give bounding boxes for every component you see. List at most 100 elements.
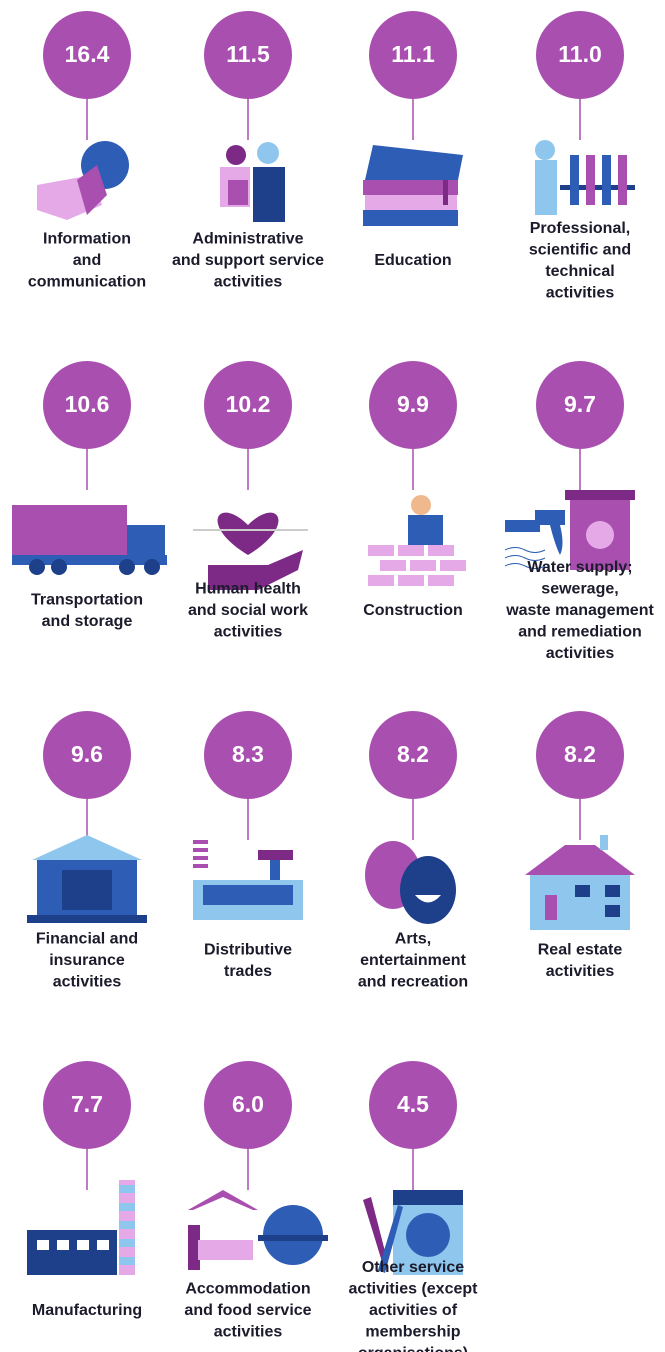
label-line: activities	[546, 645, 615, 662]
label-line: scientific and	[529, 241, 631, 258]
label-line: membership	[365, 1324, 460, 1341]
value: 11.5	[226, 41, 270, 67]
icon-shape	[586, 521, 614, 549]
icon-shape	[545, 895, 557, 920]
icon-shape	[365, 145, 463, 180]
icon-shape	[428, 545, 454, 556]
label-line: activities	[214, 274, 283, 291]
label-line: activities	[214, 1324, 283, 1341]
label-line: and support service	[172, 252, 324, 269]
icon-shape	[27, 1230, 117, 1275]
icon	[27, 1180, 135, 1275]
icon	[193, 513, 308, 590]
icon	[12, 505, 167, 575]
label-line: Professional,	[530, 220, 630, 237]
value: 9.7	[564, 391, 596, 417]
icon-shape	[119, 1257, 135, 1265]
icon-shape	[505, 548, 545, 553]
label-line: Other service	[362, 1259, 464, 1276]
icon-shape	[77, 1240, 89, 1250]
icon-shape	[57, 1240, 69, 1250]
icon-shape	[400, 856, 456, 924]
label-line: Distributive	[204, 941, 292, 958]
icon-shape	[188, 1190, 258, 1210]
label-line: activities of	[369, 1302, 458, 1319]
icon-shape	[119, 1203, 135, 1211]
label-line: activities (except	[349, 1281, 479, 1298]
icon-shape	[406, 1213, 450, 1257]
icon-shape	[618, 155, 627, 205]
label-line: Construction	[363, 602, 463, 619]
label-line: Human health	[195, 581, 301, 598]
value: 8.2	[397, 741, 429, 767]
label-line: Administrative	[192, 231, 303, 248]
icon-shape	[368, 575, 394, 586]
label-line: organisations)	[358, 1345, 468, 1352]
label-line: and social work	[188, 602, 308, 619]
icon-shape	[62, 870, 112, 910]
icon-shape	[37, 1240, 49, 1250]
label-line: Accommodation	[185, 1281, 310, 1298]
value: 6.0	[232, 1091, 264, 1117]
value: 11.0	[558, 41, 602, 67]
icon-shape	[602, 155, 611, 205]
icon-shape	[443, 180, 448, 205]
icon-shape	[535, 510, 565, 525]
label-line: Information	[43, 231, 131, 248]
icon-shape	[203, 885, 293, 905]
icon	[525, 835, 635, 930]
icon-shape	[29, 559, 45, 575]
icon-shape	[605, 885, 620, 897]
label-line: Education	[374, 252, 451, 269]
label-line: activities	[546, 284, 615, 301]
label-line: and food service	[184, 1302, 311, 1319]
icon-shape	[380, 560, 406, 571]
icon	[368, 495, 466, 586]
value: 7.7	[71, 1091, 103, 1117]
icon-shape	[119, 1221, 135, 1229]
label-line: activities	[53, 974, 122, 991]
label-line: Real estate	[538, 941, 623, 958]
value: 8.3	[232, 741, 264, 767]
label-line: Financial and	[36, 931, 138, 948]
icon-shape	[570, 155, 579, 205]
value: 10.6	[65, 391, 110, 417]
icon-shape	[550, 525, 563, 555]
icon	[365, 841, 456, 924]
value: 4.5	[397, 1091, 429, 1117]
label-line: sewerage,	[541, 581, 618, 598]
icon-shape	[535, 160, 557, 215]
value: 16.4	[65, 41, 110, 67]
icon-shape	[193, 864, 208, 868]
label-line: Manufacturing	[32, 1302, 142, 1319]
icon	[37, 141, 129, 220]
icon	[505, 490, 635, 570]
icon-shape	[12, 505, 127, 555]
value: 11.1	[391, 41, 435, 67]
icon-shape	[228, 180, 248, 205]
icon-shape	[258, 850, 293, 860]
icon-shape	[535, 140, 555, 160]
icon-shape	[226, 145, 246, 165]
icon-shape	[258, 1235, 328, 1241]
icon-shape	[398, 575, 424, 586]
icon-shape	[575, 885, 590, 897]
icon-shape	[119, 559, 135, 575]
icon-shape	[428, 575, 454, 586]
icon-shape	[193, 840, 208, 844]
icon-shape	[605, 905, 620, 917]
icon-shape	[119, 1239, 135, 1247]
icon-shape	[218, 513, 279, 555]
icon	[363, 145, 463, 226]
label-line: entertainment	[360, 952, 466, 969]
icon-shape	[144, 559, 160, 575]
label-line: and	[73, 252, 101, 269]
icon-shape	[363, 210, 458, 226]
value: 9.9	[397, 391, 429, 417]
icon	[27, 835, 147, 923]
icon-shape	[586, 155, 595, 205]
icon-shape	[525, 845, 635, 875]
icon-shape	[368, 545, 394, 556]
label-line: trades	[224, 963, 272, 980]
value: 10.2	[226, 391, 271, 417]
